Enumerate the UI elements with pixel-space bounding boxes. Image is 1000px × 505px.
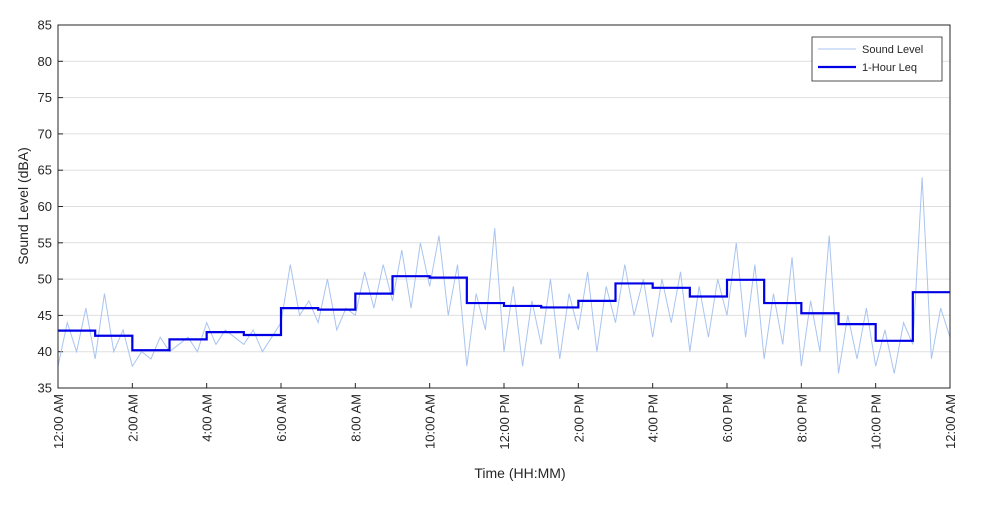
y-axis-label: Sound Level (dBA)	[15, 147, 31, 265]
y-tick-label: 45	[38, 308, 52, 323]
x-tick-label: 12:00 PM	[497, 394, 512, 450]
y-tick-label: 35	[38, 381, 52, 396]
series-line	[58, 177, 950, 374]
x-tick-label: 10:00 AM	[423, 394, 438, 449]
plot-frame	[57, 24, 951, 389]
x-tick-label: 8:00 PM	[794, 394, 809, 442]
legend-label: 1-Hour Leq	[862, 62, 917, 74]
y-tick-label: 60	[38, 199, 52, 214]
y-tick-label: 50	[38, 272, 52, 287]
y-tick-label: 75	[38, 90, 52, 105]
x-tick-label: 12:00 AM	[943, 394, 958, 449]
x-tick-label: 10:00 PM	[869, 394, 884, 450]
y-tick-label: 55	[38, 235, 52, 250]
x-axis-label: Time (HH:MM)	[474, 465, 565, 481]
x-tick-label: 6:00 AM	[274, 394, 289, 442]
legend-box	[811, 36, 943, 82]
x-tick-label: 8:00 AM	[348, 394, 363, 442]
y-tick-label: 80	[38, 54, 52, 69]
x-tick-label: 12:00 AM	[51, 394, 66, 449]
y-tick-label: 65	[38, 163, 52, 178]
x-tick-label: 4:00 AM	[200, 394, 215, 442]
y-tick-label: 70	[38, 126, 52, 141]
x-tick-label: 6:00 PM	[720, 394, 735, 442]
y-tick-label: 40	[38, 344, 52, 359]
y-tick-label: 85	[38, 18, 52, 33]
x-tick-label: 2:00 PM	[571, 394, 586, 442]
series-line	[58, 275, 950, 352]
legend-label: Sound Level	[862, 44, 923, 56]
x-tick-label: 4:00 PM	[646, 394, 661, 442]
x-tick-label: 2:00 AM	[125, 394, 140, 442]
